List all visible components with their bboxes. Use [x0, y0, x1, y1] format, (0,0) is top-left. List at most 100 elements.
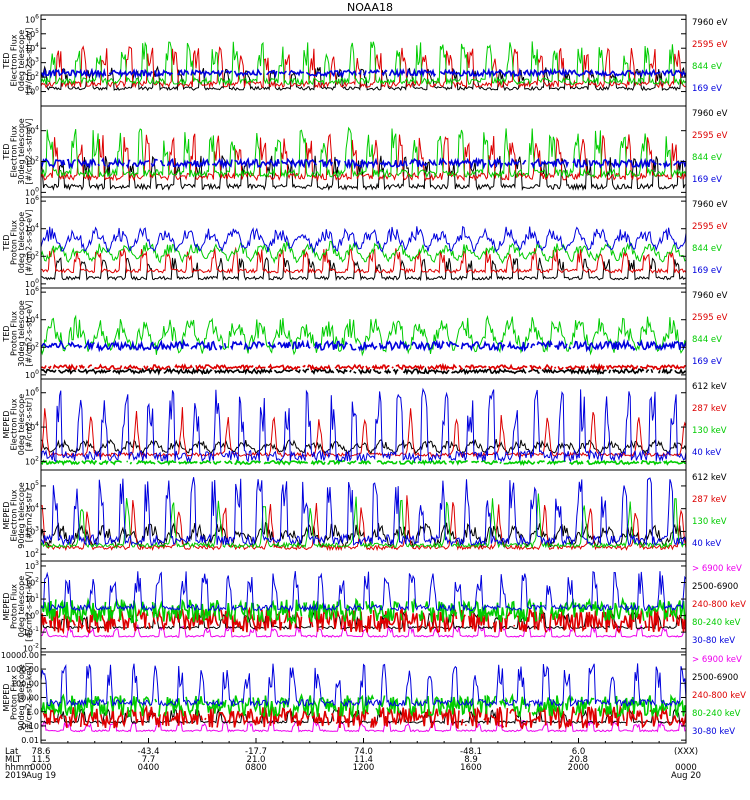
x-tick-label: -17.7	[245, 747, 267, 757]
panel-8: 0.01 0.10 1.0 10.00 100.00 1000.00 10000.00 MEP…	[1, 651, 746, 745]
y-tick-label: 104	[25, 314, 39, 325]
y-axis-label-line: [#/cm2-s-str-eV]	[25, 118, 34, 184]
y-tick-label: 104	[25, 42, 39, 53]
y-tick-label: 105	[25, 480, 39, 491]
y-tick-label: 102	[25, 548, 39, 559]
y-tick-label: 10-1	[23, 626, 39, 637]
x-extra-label: (XXX)	[674, 747, 698, 757]
series-line-1-1	[41, 65, 686, 92]
series-line-6-2	[41, 495, 686, 552]
y-tick-label: 0.10	[21, 722, 39, 731]
legend-entry: 612 keV	[692, 473, 727, 483]
y-axis-label-line: 30deg telescope	[17, 300, 26, 367]
series-line-8-3	[42, 704, 686, 730]
y-axis-label-line: TED	[2, 234, 11, 251]
x-tick-label: 0800	[245, 763, 267, 773]
y-tick-label: 101	[25, 593, 39, 604]
series-line-4-1	[41, 366, 686, 376]
x-tick-label: 0000	[30, 763, 52, 773]
series-line-3-3	[41, 240, 686, 265]
y-axis-label-line: Proton Flux	[10, 584, 19, 629]
legend-entry: 612 keV	[692, 382, 727, 392]
y-axis-label-line: 0deg telescope	[17, 394, 26, 455]
y-tick-label: 10-2	[23, 643, 39, 654]
x-tick-label: Aug 20	[671, 771, 701, 781]
y-tick-label: 1.0	[26, 708, 39, 717]
legend-entry: 2595 eV	[692, 131, 728, 141]
y-tick-label: 106	[25, 195, 39, 206]
y-axis-label-line: Proton Flux	[10, 311, 19, 356]
y-tick-label: 102	[25, 341, 39, 352]
panel-8-data	[41, 663, 686, 733]
y-axis-label-line: 0deg telescope	[17, 212, 26, 273]
legend-entry: 80-240 keV	[692, 618, 741, 628]
y-axis-label-line: MEPED	[2, 593, 11, 621]
legend-entry: 2595 eV	[692, 222, 728, 232]
y-tick-label: 102	[25, 156, 39, 167]
series-line-5-4	[41, 387, 686, 463]
legend-entry: 130 keV	[692, 517, 727, 527]
panel-3-data	[41, 225, 686, 282]
y-axis-label-line: [#/cm2-s-str-keV]	[25, 571, 34, 642]
series-line-4-3	[41, 314, 686, 357]
y-axis-label-line: Electron Flux	[10, 489, 19, 541]
y-tick-label: 0.01	[21, 736, 39, 745]
series-line-6-4	[41, 477, 686, 547]
y-axis-label-line: Electron Flux	[10, 34, 19, 86]
panel-4-data	[41, 314, 686, 376]
y-tick-label: 102	[25, 455, 39, 466]
legend-entry: > 6900 keV	[692, 564, 742, 574]
y-tick-label: 103	[25, 525, 39, 536]
legend-entry: 30-80 keV	[692, 636, 735, 646]
y-axis-label-line: [#/cm2-s-str]	[25, 489, 34, 542]
y-tick-label: 105	[25, 28, 39, 39]
legend-entry: 169 eV	[692, 175, 722, 185]
y-tick-label: 10.00	[16, 694, 39, 703]
y-tick-label: 100	[25, 278, 39, 289]
x-row-label: hhmm	[5, 763, 32, 773]
y-tick-label: 1000.00	[6, 665, 39, 674]
series-line-8-5	[41, 663, 686, 708]
chart-title: NOAA18	[347, 1, 393, 14]
y-axis-label-line: TED	[2, 143, 11, 160]
y-tick-label: 104	[25, 421, 39, 432]
y-tick-label: 102	[25, 71, 39, 82]
legend-entry: 844 eV	[692, 62, 722, 72]
legend-entry: 7960 eV	[692, 291, 728, 301]
legend-entry: 7960 eV	[692, 109, 728, 119]
y-axis-label-line: 90deg telescope	[17, 482, 26, 549]
y-axis-label-line: [#/cm2-s-str-eV]	[25, 300, 34, 366]
x-tick-label: 20.8	[569, 755, 588, 765]
legend-entry: 2595 eV	[692, 40, 728, 50]
legend-entry: 7960 eV	[692, 18, 728, 28]
y-tick-label: 104	[25, 125, 39, 136]
y-tick-label: 102	[25, 577, 39, 588]
legend-entry: 169 eV	[692, 266, 722, 276]
y-tick-label: 100	[25, 186, 39, 197]
x-tick-label: 2000	[568, 763, 590, 773]
panel-6-data	[41, 477, 686, 552]
y-axis-label-line: [#/cm2-s-str-eV]	[25, 27, 34, 93]
legend-entry: 169 eV	[692, 84, 722, 94]
y-tick-label: 103	[25, 560, 39, 571]
x-tick-label: 1600	[460, 763, 482, 773]
legend-entry: 30-80 keV	[692, 727, 735, 737]
legend-entry: 2595 eV	[692, 313, 728, 323]
x-tick-label: 0000	[675, 763, 697, 773]
panel-2-data	[41, 126, 686, 191]
y-tick-label: 100	[25, 610, 39, 621]
y-tick-label: 102	[25, 250, 39, 261]
y-tick-label: 106	[25, 387, 39, 398]
panel-5-data	[41, 387, 686, 467]
series-line-3-4	[41, 225, 686, 254]
series-line-7-1	[41, 623, 686, 638]
series-line-4-2	[41, 362, 686, 372]
legend-entry: 80-240 keV	[692, 709, 741, 719]
